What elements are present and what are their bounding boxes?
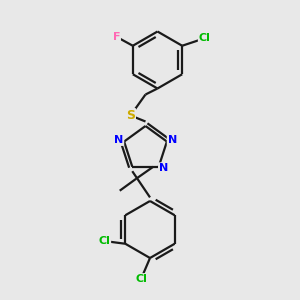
Text: Cl: Cl: [98, 236, 110, 246]
Text: S: S: [126, 109, 135, 122]
Text: Cl: Cl: [199, 33, 211, 43]
Text: Cl: Cl: [135, 274, 147, 284]
Text: N: N: [168, 135, 177, 145]
Text: N: N: [159, 163, 168, 173]
Text: N: N: [114, 135, 123, 145]
Text: F: F: [112, 32, 120, 42]
